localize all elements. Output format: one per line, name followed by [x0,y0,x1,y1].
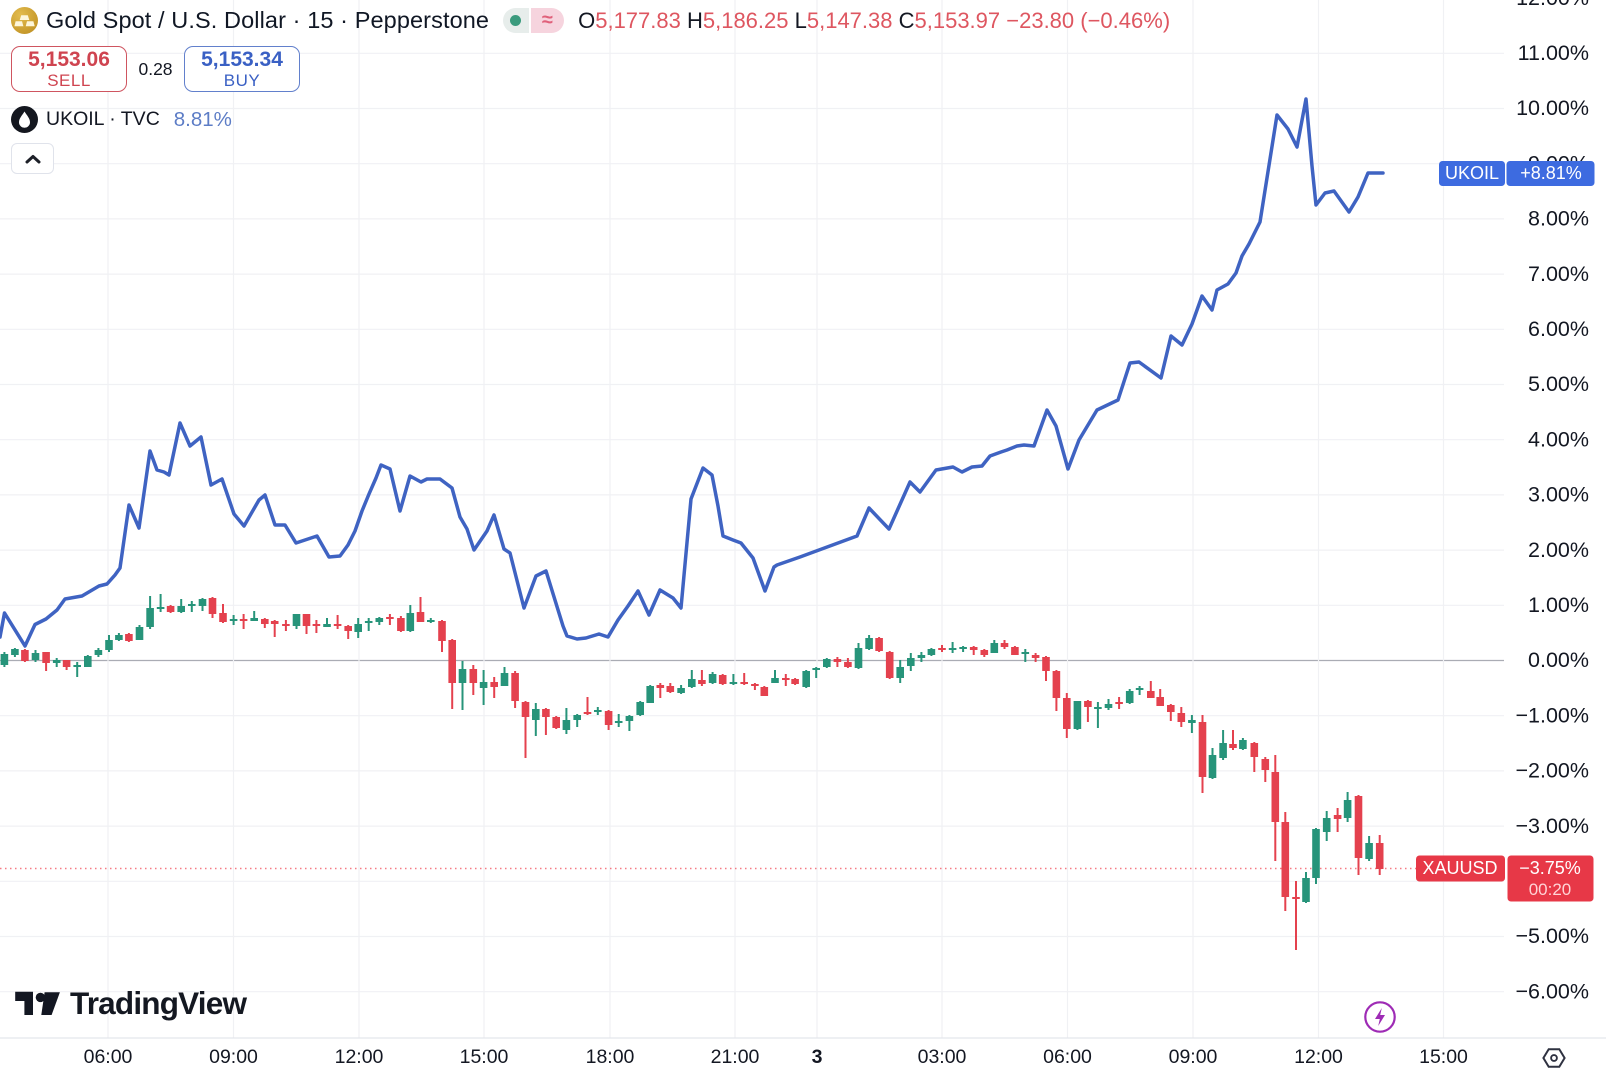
svg-text:5.00%: 5.00% [1528,372,1589,396]
svg-text:2.00%: 2.00% [1528,538,1589,562]
svg-text:15:00: 15:00 [460,1046,509,1068]
svg-text:−6.00%: −6.00% [1515,979,1589,1003]
svg-text:UKOIL: UKOIL [1445,163,1499,183]
svg-text:03:00: 03:00 [918,1046,967,1068]
svg-text:8.00%: 8.00% [1528,207,1589,231]
svg-text:09:00: 09:00 [1169,1046,1218,1068]
svg-text:−1.00%: −1.00% [1515,703,1589,727]
svg-text:3: 3 [812,1046,823,1068]
svg-text:−3.75%: −3.75% [1519,858,1581,878]
svg-text:12.00%: 12.00% [1516,0,1589,10]
svg-text:12:00: 12:00 [335,1046,384,1068]
svg-text:4.00%: 4.00% [1528,427,1589,451]
svg-text:−5.00%: −5.00% [1515,924,1589,948]
svg-text:+8.81%: +8.81% [1520,163,1582,183]
svg-text:−3.00%: −3.00% [1515,814,1589,838]
svg-text:21:00: 21:00 [711,1046,760,1068]
svg-text:−2.00%: −2.00% [1515,759,1589,783]
svg-text:09:00: 09:00 [209,1046,258,1068]
svg-text:15:00: 15:00 [1419,1046,1468,1068]
svg-text:18:00: 18:00 [586,1046,635,1068]
svg-text:0.00%: 0.00% [1528,648,1589,672]
svg-text:00:20: 00:20 [1529,880,1572,899]
svg-text:10.00%: 10.00% [1516,96,1589,120]
svg-text:1.00%: 1.00% [1528,593,1589,617]
svg-text:06:00: 06:00 [84,1046,133,1068]
svg-text:XAUUSD: XAUUSD [1422,858,1497,878]
svg-text:06:00: 06:00 [1043,1046,1092,1068]
svg-text:3.00%: 3.00% [1528,483,1589,507]
svg-text:6.00%: 6.00% [1528,317,1589,341]
svg-text:7.00%: 7.00% [1528,262,1589,286]
svg-text:12:00: 12:00 [1294,1046,1343,1068]
svg-text:TradingView: TradingView [70,985,247,1021]
svg-text:11.00%: 11.00% [1518,41,1589,65]
